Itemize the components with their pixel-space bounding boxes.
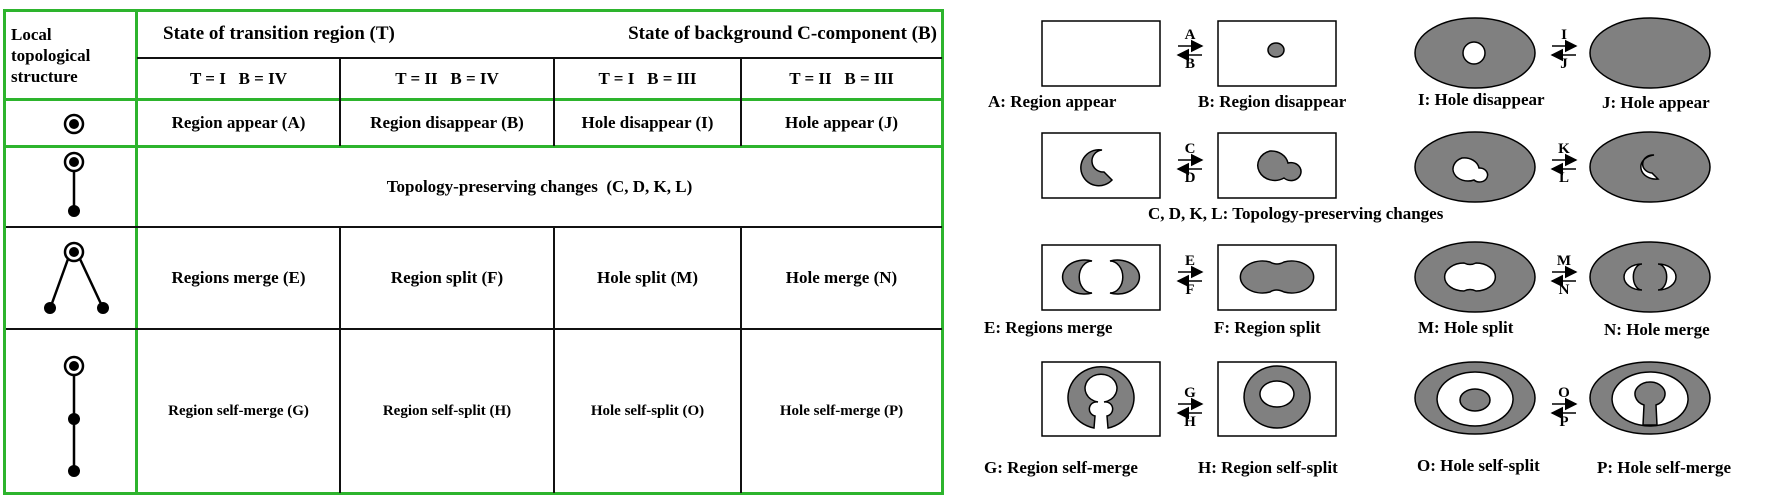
arrow-label-e: E [1184, 253, 1195, 269]
hole-left [1623, 263, 1643, 291]
caption-regions-merge: E: Regions merge [984, 318, 1113, 337]
inner-region-o [1459, 388, 1491, 412]
hole-merged [1443, 262, 1497, 292]
table-divider-structure [135, 9, 138, 495]
small-hole [1462, 41, 1486, 65]
table-col-line-3 [740, 58, 742, 146]
ring-open [1067, 366, 1135, 429]
region-left [1061, 259, 1093, 295]
arrow-label-f: F [1185, 282, 1195, 298]
small-region [1267, 42, 1285, 58]
row3-cell-4: Hole merge (N) [785, 268, 898, 287]
hole-notched [1640, 154, 1660, 180]
arrow-label-m: M [1556, 253, 1572, 269]
caption-topology-preserving: C, D, K, L: Topology-preserving changes [1148, 204, 1444, 223]
row1-cell-3: Hole disappear (I) [581, 113, 714, 132]
arrow-label-p: P [1559, 414, 1569, 430]
arrow-label-a: A [1184, 27, 1196, 43]
table-col-line-3b [740, 227, 742, 493]
box-empty-a [1041, 20, 1161, 87]
transition-figure: A B I J C D K L E F M N G H O P A: Regio… [980, 0, 1781, 498]
transition-illustrations [1041, 17, 1711, 437]
row4-cell-3: Hole self-split (O) [590, 402, 705, 419]
arrow-label-n: N [1558, 282, 1570, 298]
arrow-label-o: O [1558, 385, 1570, 401]
row1-cell-1: Region appear (A) [171, 113, 306, 132]
region-merged [1239, 260, 1315, 294]
arrow-label-h: H [1184, 414, 1196, 430]
table-line-subheader [137, 57, 942, 59]
caption-region-split: F: Region split [1214, 318, 1321, 337]
table-border-top [3, 9, 944, 12]
row3-cell-1: Regions merge (E) [171, 268, 306, 287]
arrow-label-b: B [1184, 56, 1195, 72]
table-border-right [941, 9, 944, 495]
region-notched [1080, 148, 1114, 187]
table-border-bottom [3, 492, 944, 495]
table-divider-row1 [3, 145, 944, 148]
hole-right [1657, 263, 1677, 291]
region-right [1109, 259, 1141, 295]
ring-closed [1243, 365, 1311, 429]
caption-hole-split: M: Hole split [1418, 318, 1514, 337]
row3-cell-3: Hole split (M) [596, 268, 699, 287]
structure-glyph-chain-3 [63, 355, 85, 477]
header-background-component: State of background C-component (B) [628, 23, 937, 44]
table-col-line-1 [339, 58, 341, 146]
arrow-label-i: I [1561, 27, 1567, 43]
arrow-label-l: L [1558, 170, 1569, 186]
region-no-hole-j [1589, 17, 1711, 89]
table-line-row2 [6, 226, 942, 228]
col-header-1: T = I B = IV [189, 68, 287, 88]
row4-cell-1: Region self-merge (G) [168, 402, 309, 419]
region-with-hole-l [1589, 131, 1711, 203]
header-transition-region: State of transition region (T) [163, 23, 395, 44]
arrow-label-k: K [1558, 141, 1570, 157]
row4-cell-2: Region self-split (H) [382, 402, 512, 419]
structure-glyph-fork [44, 241, 109, 314]
caption-region-self-merge: G: Region self-merge [984, 458, 1138, 477]
transition-table: Local topological structure State of tra… [3, 9, 944, 495]
arrow-label-c: C [1184, 141, 1196, 157]
caption-region-self-split: H: Region self-split [1198, 458, 1338, 477]
caption-hole-disappear: I: Hole disappear [1418, 90, 1545, 109]
region-bulged [1257, 150, 1302, 182]
table-col-line-1b [339, 227, 341, 493]
arrow-label-g: G [1184, 385, 1196, 401]
arrow-label-d: D [1184, 170, 1196, 186]
inner-region-p [1634, 381, 1666, 426]
col-header-3: T = I B = III [598, 68, 697, 88]
col-header-4: T = II B = III [789, 68, 894, 88]
table-border-left [3, 9, 6, 495]
table-col-line-2b [553, 227, 555, 493]
box-two-regions-e [1041, 244, 1161, 311]
caption-hole-self-split: O: Hole self-split [1417, 456, 1540, 475]
box-region-c [1041, 132, 1161, 199]
table-col-line-2 [553, 58, 555, 146]
caption-hole-merge: N: Hole merge [1604, 320, 1710, 339]
caption-hole-self-merge: P: Hole self-merge [1597, 458, 1732, 477]
row1-cell-4: Hole appear (J) [784, 113, 898, 132]
caption-region-appear: A: Region appear [988, 92, 1117, 111]
structure-glyph-chain-2 [63, 151, 85, 217]
row2-span-cell: Topology-preserving changes (C, D, K, L) [386, 177, 693, 196]
caption-hole-appear: J: Hole appear [1602, 93, 1710, 112]
row3-cell-2: Region split (F) [390, 268, 504, 287]
table-divider-header [3, 98, 944, 101]
row4-cell-4: Hole self-merge (P) [779, 402, 904, 419]
region-with-hole-n [1589, 241, 1711, 313]
corner-label: Local topological structure [11, 24, 91, 86]
structure-glyph-node [63, 113, 85, 135]
table-line-row3 [6, 328, 942, 330]
hole-bulged [1452, 157, 1489, 183]
row1-cell-2: Region disappear (B) [370, 113, 524, 132]
arrow-label-j: J [1560, 56, 1568, 72]
caption-region-disappear: B: Region disappear [1198, 92, 1347, 111]
col-header-2: T = II B = IV [395, 68, 499, 88]
